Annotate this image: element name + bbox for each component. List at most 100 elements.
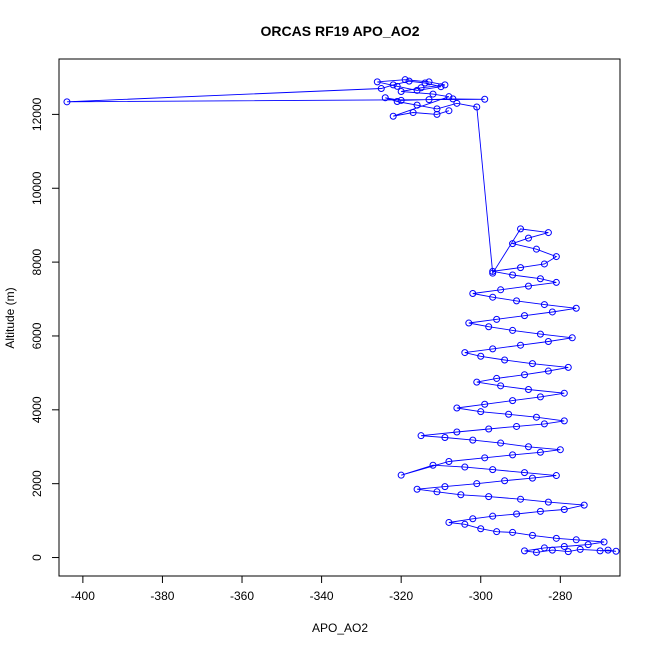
data-point — [540, 260, 548, 268]
data-point — [505, 410, 513, 418]
data-point — [469, 436, 477, 444]
y-tick-label: 6000 — [30, 322, 44, 349]
data-point — [536, 448, 544, 456]
data-point — [524, 282, 532, 290]
data-point — [524, 443, 532, 451]
data-point — [485, 323, 493, 331]
data-point — [417, 84, 425, 92]
data-point — [425, 96, 433, 104]
x-tick-label: -280 — [548, 589, 572, 603]
y-axis: 0 2000 4000 6000 8000 10000 12000 — [30, 97, 60, 561]
data-point — [437, 83, 445, 91]
data-point — [425, 78, 433, 86]
data-point — [513, 422, 521, 430]
x-tick-label: -400 — [71, 589, 95, 603]
data-point — [564, 548, 572, 556]
data-point — [528, 474, 536, 482]
data-point — [449, 95, 457, 103]
x-axis-label: APO_AO2 — [312, 621, 368, 635]
data-point — [544, 229, 552, 237]
data-point — [552, 472, 560, 480]
data-point — [477, 408, 485, 416]
data-point — [521, 371, 529, 379]
data-point — [493, 374, 501, 382]
data-point — [485, 493, 493, 501]
data-point — [556, 446, 564, 454]
data-point — [401, 76, 409, 84]
data-point — [389, 112, 397, 120]
y-tick-label: 10000 — [30, 171, 44, 205]
data-point — [548, 546, 556, 554]
data-point — [429, 90, 437, 98]
data-point — [493, 315, 501, 323]
data-point — [489, 466, 497, 474]
data-point — [584, 541, 592, 549]
data-point — [417, 432, 425, 440]
data-point — [453, 428, 461, 436]
data-point — [497, 382, 505, 390]
data-point — [461, 349, 469, 357]
data-point — [421, 79, 429, 87]
data-point — [409, 109, 417, 117]
data-point — [473, 480, 481, 488]
data-point — [552, 278, 560, 286]
data-point — [612, 547, 620, 555]
data-point — [509, 451, 517, 459]
data-point — [517, 264, 525, 272]
data-point — [536, 275, 544, 283]
data-point — [477, 525, 485, 533]
data-point — [509, 528, 517, 536]
x-tick-label: -360 — [230, 589, 254, 603]
data-point — [441, 434, 449, 442]
data-point — [540, 420, 548, 428]
data-point — [501, 477, 509, 485]
data-point — [524, 386, 532, 394]
data-point — [536, 393, 544, 401]
data-point — [433, 488, 441, 496]
data-point — [453, 99, 461, 107]
x-tick-label: -320 — [389, 589, 413, 603]
data-point — [397, 471, 405, 479]
x-tick-label: -300 — [469, 589, 493, 603]
data-point — [513, 297, 521, 305]
data-point — [536, 330, 544, 338]
data-point — [544, 367, 552, 375]
data-point — [544, 498, 552, 506]
data-point — [572, 304, 580, 312]
data-point — [481, 454, 489, 462]
y-tick-label: 2000 — [30, 470, 44, 497]
x-tick-label: -380 — [150, 589, 174, 603]
data-point — [397, 87, 405, 95]
data-point — [521, 312, 529, 320]
y-tick-label: 12000 — [30, 97, 44, 131]
series-points — [63, 76, 620, 556]
x-tick-label: -340 — [310, 589, 334, 603]
data-point — [441, 81, 449, 89]
data-point — [568, 334, 576, 342]
data-point — [517, 495, 525, 503]
data-point — [461, 463, 469, 471]
data-point — [465, 319, 473, 327]
data-point — [397, 96, 405, 104]
data-point — [576, 545, 584, 553]
plot-frame — [58, 58, 621, 577]
data-point — [489, 267, 497, 275]
data-point — [381, 94, 389, 102]
data-point — [521, 547, 529, 555]
data-point — [393, 97, 401, 105]
data-point — [517, 341, 525, 349]
data-point — [485, 425, 493, 433]
data-point — [560, 417, 568, 425]
data-point — [540, 301, 548, 309]
data-point — [63, 98, 71, 106]
data-point — [572, 536, 580, 544]
data-point — [528, 360, 536, 368]
data-point — [497, 286, 505, 294]
data-point — [441, 483, 449, 491]
data-point — [501, 356, 509, 364]
series-lines — [66, 79, 617, 553]
data-point — [596, 547, 604, 555]
data-point — [560, 506, 568, 514]
data-point — [481, 95, 489, 103]
